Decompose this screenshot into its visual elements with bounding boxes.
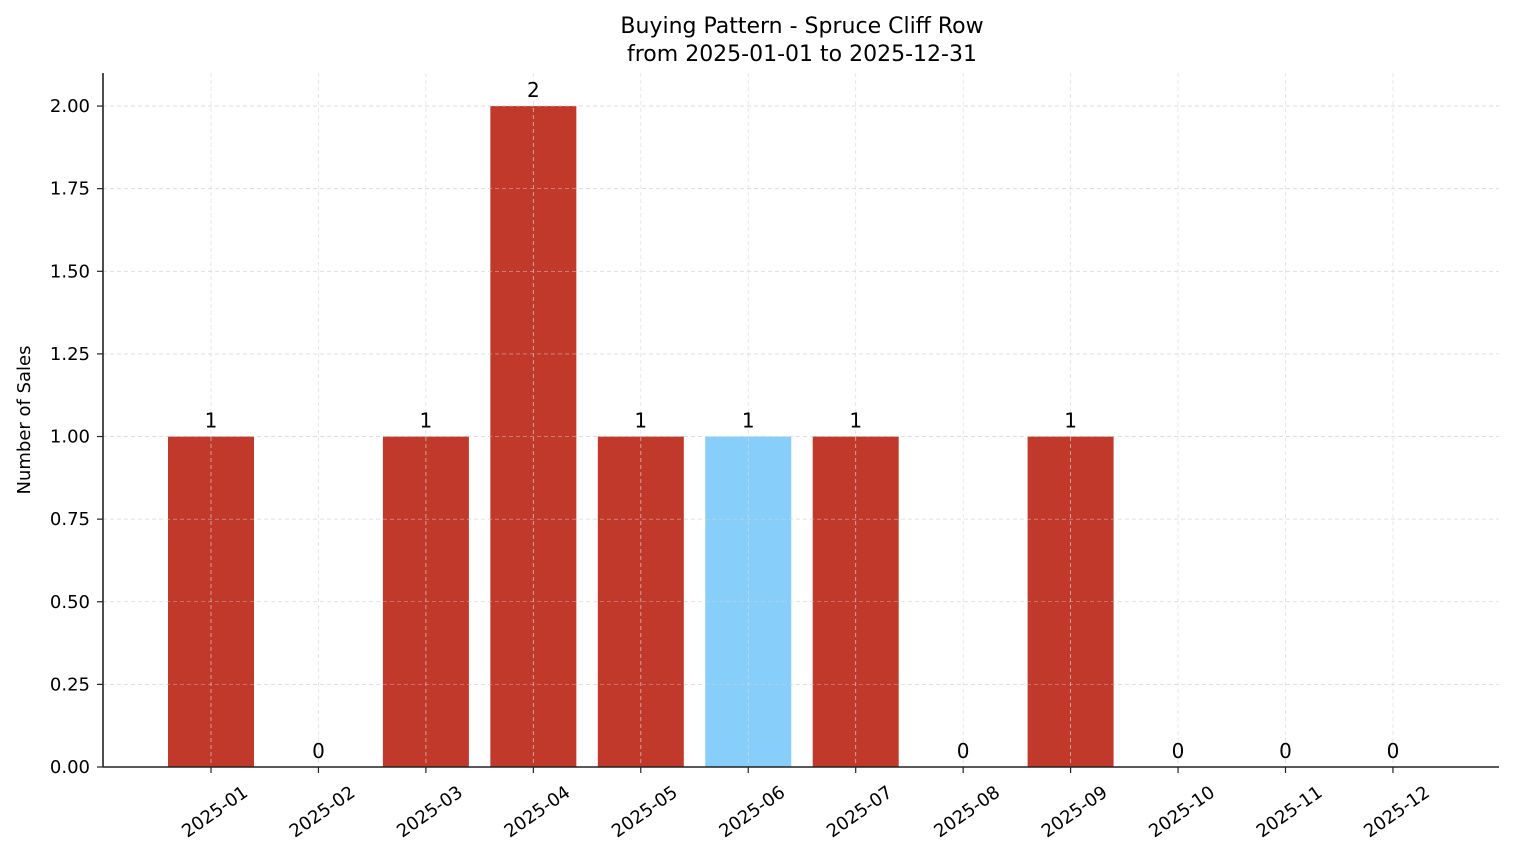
y-tick-label: 0.50 [50, 592, 90, 613]
x-tick-label: 2025-11 [1253, 782, 1327, 842]
data-label: 0 [957, 739, 970, 763]
y-tick-label: 1.00 [50, 427, 90, 448]
data-label: 1 [742, 409, 755, 433]
x-tick-label: 2025-07 [823, 782, 897, 842]
data-label: 1 [205, 409, 218, 433]
x-tick-label: 2025-09 [1038, 782, 1112, 842]
data-label: 0 [1279, 739, 1292, 763]
data-label: 0 [1387, 739, 1400, 763]
x-tick-label: 2025-05 [608, 782, 682, 842]
x-tick-label: 2025-12 [1360, 782, 1434, 842]
x-tick-label: 2025-08 [930, 782, 1004, 842]
data-label: 1 [1064, 409, 1077, 433]
y-tick-label: 0.25 [50, 674, 90, 695]
data-label: 0 [1172, 739, 1185, 763]
x-axis: 2025-01 2025-02 2025-03 2025-04 2025-05 2025-… [103, 766, 1499, 842]
y-tick-label: 1.75 [50, 179, 90, 200]
data-label: 1 [634, 409, 647, 433]
y-axis-label: Number of Sales [14, 345, 35, 494]
x-tick-label: 2025-06 [715, 782, 789, 842]
x-tick-label: 2025-10 [1145, 782, 1219, 842]
y-tick-label: 0.75 [50, 509, 90, 530]
data-label: 0 [312, 739, 325, 763]
data-label: 1 [420, 409, 433, 433]
x-tick-label: 2025-03 [393, 782, 467, 842]
x-tick-label: 2025-02 [286, 782, 360, 842]
chart-title: Buying Pattern - Spruce Cliff Row [620, 14, 983, 39]
chart-subtitle: from 2025-01-01 to 2025-12-31 [627, 42, 977, 67]
y-tick-label: 1.25 [50, 344, 90, 365]
data-label: 1 [849, 409, 862, 433]
y-tick-label: 2.00 [50, 96, 90, 117]
y-tick-label: 1.50 [50, 261, 90, 282]
data-label: 2 [527, 78, 540, 102]
y-axis: 0.00 0.25 0.50 0.75 1.00 1.25 1.50 1.75 2.00 [50, 73, 104, 778]
y-tick-label: 0.00 [50, 757, 90, 778]
x-tick-label: 2025-01 [178, 782, 252, 842]
vertical-grid-lines [103, 73, 1499, 768]
x-tick-label: 2025-04 [501, 782, 575, 842]
data-labels: 1 0 1 2 1 1 1 0 1 0 0 0 [205, 78, 1400, 763]
